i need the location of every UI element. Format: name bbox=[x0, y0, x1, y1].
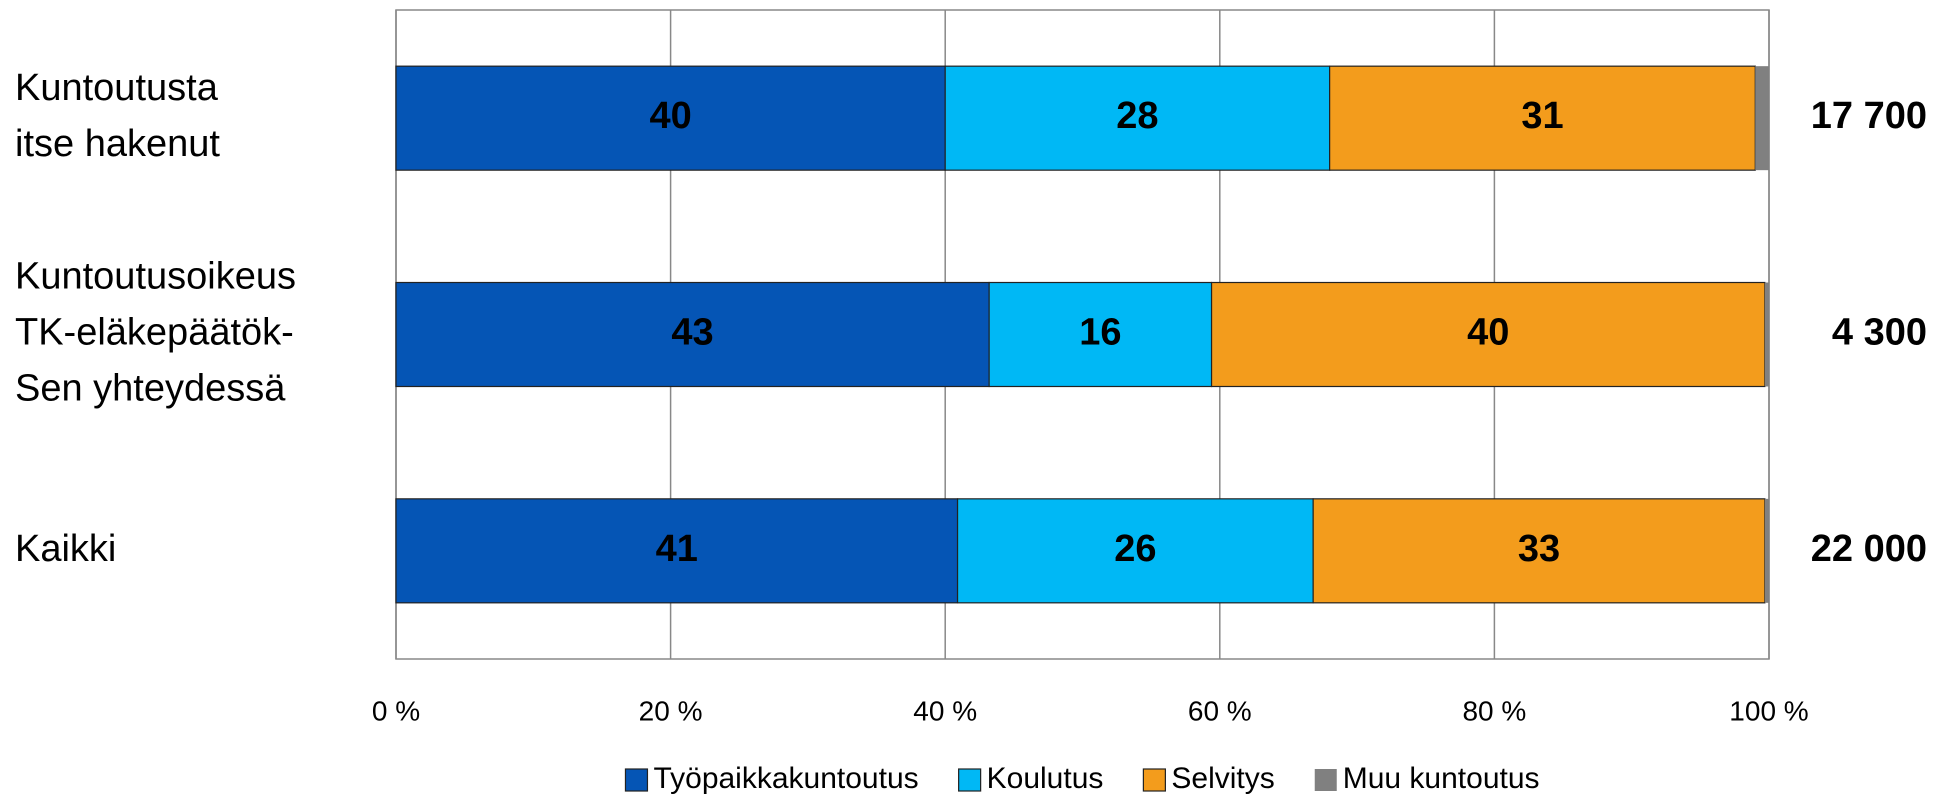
category-label: Sen yhteydessä bbox=[15, 368, 286, 410]
legend: Työpaikkakuntoutus Koulutus Selvitys Muu ku… bbox=[624, 762, 1540, 795]
total-label: 22 000 bbox=[1811, 528, 1927, 570]
value-label: 40 bbox=[649, 95, 691, 137]
x-tick-label: 20 % bbox=[639, 695, 703, 726]
legend-label: Muu kuntoutus bbox=[1343, 762, 1540, 795]
legend-swatch bbox=[1142, 768, 1166, 792]
bar-segment bbox=[944, 65, 1331, 171]
x-tick-label: 100 % bbox=[1729, 695, 1808, 726]
category-label: Kaikki bbox=[15, 528, 116, 570]
legend-swatch bbox=[958, 768, 982, 792]
bar-segment bbox=[1329, 65, 1756, 171]
category-label: Kuntoutusta bbox=[15, 67, 219, 109]
bar-segment bbox=[1312, 498, 1766, 604]
legend-label: Selvitys bbox=[1171, 762, 1274, 795]
x-tick-label: 0 % bbox=[372, 695, 420, 726]
value-label: 28 bbox=[1116, 95, 1158, 137]
value-label: 40 bbox=[1467, 312, 1509, 354]
value-label: 26 bbox=[1114, 528, 1156, 570]
legend-label: Työpaikkakuntoutus bbox=[653, 762, 918, 795]
value-label: 16 bbox=[1079, 312, 1121, 354]
legend-label: Koulutus bbox=[987, 762, 1104, 795]
value-label: 43 bbox=[671, 312, 713, 354]
x-tick-label: 60 % bbox=[1188, 695, 1252, 726]
total-label: 4 300 bbox=[1832, 312, 1927, 354]
bar-segment bbox=[395, 281, 990, 388]
legend-swatch bbox=[624, 768, 649, 792]
category-label: Kuntoutusoikeus bbox=[15, 256, 296, 298]
total-label: 17 700 bbox=[1811, 95, 1927, 137]
category-label: TK-eläkepäätök- bbox=[15, 312, 294, 354]
legend-swatch bbox=[1314, 769, 1337, 791]
bar-segment bbox=[395, 498, 959, 604]
bar-segment bbox=[1755, 66, 1769, 171]
x-tick-label: 40 % bbox=[913, 695, 977, 726]
value-label: 41 bbox=[656, 528, 698, 570]
value-label: 31 bbox=[1521, 95, 1563, 137]
category-label: itse hakenut bbox=[15, 123, 220, 165]
value-label: 33 bbox=[1518, 528, 1560, 570]
bar-segment bbox=[1764, 498, 1769, 603]
bar-segment bbox=[956, 498, 1314, 604]
x-tick-label: 80 % bbox=[1462, 695, 1526, 726]
bar-segment bbox=[1764, 282, 1769, 387]
bar-segment bbox=[988, 281, 1213, 388]
bar-segment bbox=[395, 65, 946, 171]
bar-segment bbox=[1210, 281, 1766, 388]
